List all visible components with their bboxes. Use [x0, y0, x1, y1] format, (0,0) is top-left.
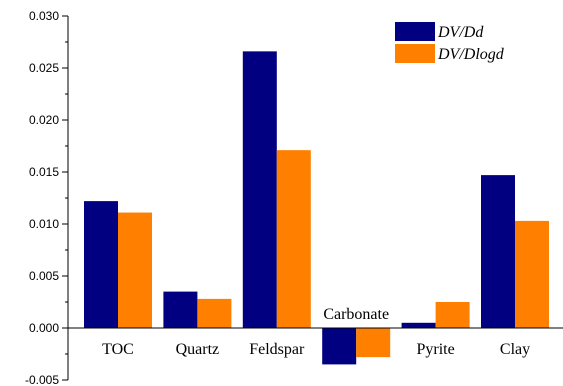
category-label: Carbonate [323, 306, 389, 323]
category-label: Pyrite [416, 341, 454, 358]
y-tick-label: 0.025 [29, 61, 59, 75]
bar-clay-series-2 [515, 220, 549, 328]
bar-quartz-series-1 [163, 291, 198, 328]
legend-label: DV/Dlogd [437, 46, 505, 63]
bar-carbonate-series-1 [322, 328, 357, 365]
y-tick-label: 0.010 [29, 217, 59, 231]
legend-label: DV/Dd [437, 24, 484, 41]
category-label: Quartz [176, 341, 220, 358]
y-tick-label: 0.030 [29, 9, 59, 23]
bar-carbonate-series-2 [356, 328, 391, 358]
y-tick-label: 0.000 [29, 321, 59, 335]
legend: DV/Dd DV/Dlogd [395, 22, 505, 63]
category-label: TOC [102, 341, 134, 358]
category-labels: TOC Quartz Feldspar Carbonate Pyrite Clay [102, 306, 530, 358]
legend-swatch [395, 22, 435, 41]
bar-feldspar-series-2 [276, 150, 311, 328]
bar-toc-series-2 [118, 212, 152, 328]
category-label: Feldspar [249, 341, 305, 358]
plot-area [84, 51, 549, 365]
category-label: Clay [500, 341, 530, 358]
bar-quartz-series-2 [197, 298, 232, 328]
y-tick-label: 0.015 [29, 165, 59, 179]
bar-feldspar-series-1 [242, 51, 277, 329]
bar-clay-series-1 [481, 175, 515, 328]
bar-pyrite-series-2 [435, 302, 470, 328]
y-tick-label: 0.005 [29, 269, 59, 283]
y-tick-label: 0.020 [29, 113, 59, 127]
bar-toc-series-1 [84, 201, 118, 328]
y-axis-ticks: -0.005 0.000 0.005 0.010 0.015 0.020 0.025 0.03… [25, 9, 68, 386]
y-tick-label: -0.005 [25, 373, 59, 386]
bar-pyrite-series-1 [401, 322, 436, 328]
legend-swatch [395, 44, 435, 63]
